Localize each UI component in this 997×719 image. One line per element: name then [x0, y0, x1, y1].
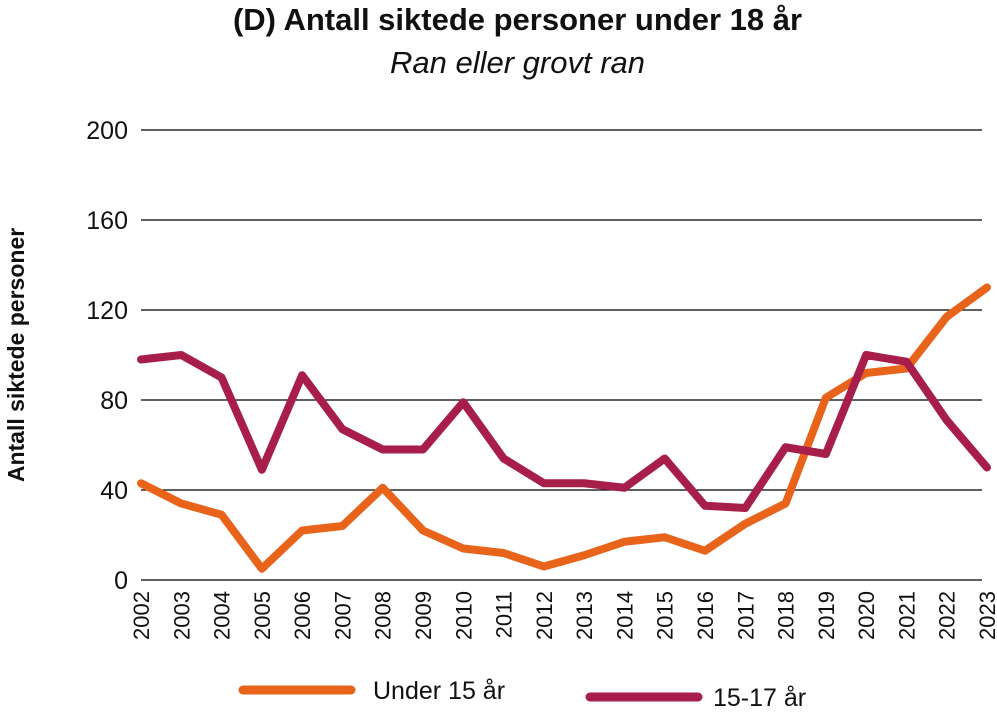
chart-title: (D) Antall siktede personer under 18 år: [232, 2, 803, 37]
x-tick-label: 2022: [935, 591, 960, 640]
y-tick-label: 0: [114, 567, 128, 595]
x-tick-label: 2019: [814, 591, 839, 640]
x-tick-label: 2018: [774, 591, 799, 640]
x-tick-label: 2016: [693, 591, 718, 640]
x-tick-label: 2012: [532, 591, 557, 640]
x-tick-label: 2008: [371, 591, 396, 640]
y-tick-label: 80: [100, 387, 128, 415]
y-axis-label: Antall siktede personer: [3, 228, 29, 482]
legend-label: Under 15 år: [373, 677, 505, 705]
x-tick-label: 2003: [169, 591, 194, 640]
chart-subtitle: Ran eller grovt ran: [389, 45, 645, 80]
x-tick-label: 2020: [854, 591, 879, 640]
x-tick-label: 2015: [653, 591, 678, 640]
x-tick-label: 2013: [572, 591, 597, 640]
x-tick-label: 2011: [492, 591, 517, 638]
series-line-under-15: [137, 283, 991, 573]
y-tick-label: 40: [100, 477, 128, 505]
x-tick-label: 2006: [290, 591, 315, 640]
x-tick-label: 2014: [612, 591, 637, 640]
x-tick-label: 2002: [129, 591, 154, 640]
y-tick-label: 200: [86, 117, 128, 145]
x-tick-label: 2007: [330, 591, 355, 640]
x-tick-label: 2017: [733, 591, 758, 640]
x-tick-label: 2023: [975, 591, 997, 640]
y-tick-label: 120: [86, 297, 128, 325]
x-tick-label: 2010: [451, 591, 476, 640]
series-line-15-17: [137, 351, 991, 512]
x-tick-label: 2005: [250, 591, 275, 640]
legend-label: 15-17 år: [713, 684, 806, 712]
y-tick-label: 160: [86, 207, 128, 235]
x-tick-label: 2009: [411, 591, 436, 640]
x-tick-label: 2021: [894, 591, 919, 640]
x-tick-label: 2004: [210, 591, 235, 640]
